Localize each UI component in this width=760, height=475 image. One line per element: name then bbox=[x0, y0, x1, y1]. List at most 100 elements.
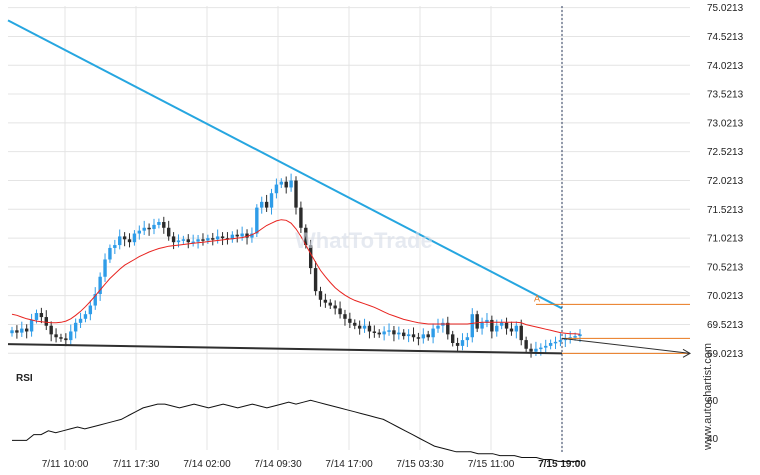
candle-body bbox=[147, 227, 151, 230]
candle-body bbox=[367, 325, 372, 332]
candle-body bbox=[313, 268, 318, 292]
candle-body bbox=[88, 305, 93, 315]
y-tick-label: 70.0213 bbox=[707, 291, 744, 302]
candle-body bbox=[372, 331, 377, 333]
candle-body bbox=[431, 328, 435, 338]
candle-body bbox=[39, 313, 44, 318]
candle-body bbox=[196, 239, 200, 242]
candle-body bbox=[289, 180, 293, 188]
candle-body bbox=[558, 340, 563, 342]
y-tick-label: 71.5213 bbox=[707, 205, 744, 216]
candle-body bbox=[93, 294, 97, 306]
candle-body bbox=[235, 234, 239, 237]
x-tick-label: 7/11 10:00 bbox=[42, 459, 89, 470]
candle-body bbox=[480, 322, 484, 329]
candle-body bbox=[548, 342, 553, 346]
candle-body bbox=[255, 207, 259, 234]
candle-body bbox=[240, 233, 244, 237]
candle-body bbox=[436, 325, 440, 329]
candle-body bbox=[137, 230, 142, 234]
candle-body bbox=[470, 314, 474, 338]
candle-body bbox=[10, 330, 14, 334]
candle-body bbox=[519, 325, 523, 341]
candle-body bbox=[250, 233, 254, 238]
candle-body bbox=[353, 322, 357, 326]
candle-body bbox=[49, 325, 53, 335]
candle-body bbox=[304, 227, 308, 246]
candle-body bbox=[83, 314, 88, 319]
y-tick-label: 70.5213 bbox=[707, 262, 744, 273]
candle-body bbox=[539, 347, 543, 350]
rsi-tick-label: 60 bbox=[707, 396, 719, 407]
candle-body bbox=[24, 328, 29, 332]
candle-body bbox=[20, 328, 24, 333]
candle-body bbox=[166, 227, 171, 237]
candle-body bbox=[475, 314, 479, 329]
candle-body bbox=[490, 319, 494, 332]
candle-body bbox=[524, 340, 528, 349]
y-tick-label: 72.0213 bbox=[707, 176, 744, 187]
resistance-trendline bbox=[7, 19, 563, 310]
candle-body bbox=[176, 240, 181, 243]
candle-body bbox=[426, 334, 430, 338]
rsi-panel bbox=[12, 399, 580, 462]
y-tick-label: 73.5213 bbox=[707, 90, 744, 101]
candle-body bbox=[264, 201, 269, 208]
candle-body bbox=[578, 334, 582, 337]
candle-body bbox=[328, 302, 332, 306]
y-tick-label: 74.0213 bbox=[707, 61, 744, 72]
candle-body bbox=[343, 314, 347, 319]
candle-body bbox=[230, 234, 235, 240]
candle-body bbox=[397, 332, 401, 335]
candle-body bbox=[34, 313, 39, 320]
candle-body bbox=[206, 238, 210, 241]
candle-body bbox=[127, 239, 132, 243]
candle-body bbox=[118, 236, 122, 246]
candle-body bbox=[499, 322, 504, 326]
x-axis: 7/11 10:00 7/11 17:30 7/14 02:00 7/14 09:30… bbox=[42, 459, 587, 470]
x-tick-label: 7/11 17:30 bbox=[113, 459, 160, 470]
candle-body bbox=[338, 308, 342, 315]
candle-body bbox=[245, 233, 249, 238]
candle-body bbox=[514, 325, 519, 332]
candle-body bbox=[411, 334, 416, 338]
moving-average-line bbox=[11, 219, 581, 335]
support-trendline bbox=[7, 343, 563, 355]
candle-body bbox=[299, 207, 303, 228]
candle-body bbox=[387, 330, 391, 332]
candle-body bbox=[402, 332, 406, 337]
candle-body bbox=[171, 236, 176, 243]
projection-line bbox=[561, 337, 691, 354]
rsi-label: RSI bbox=[16, 373, 33, 384]
candle-body bbox=[132, 233, 137, 243]
candle-body bbox=[69, 331, 73, 341]
y-tick-label: 72.5213 bbox=[707, 147, 744, 158]
x-tick-label: 7/14 09:30 bbox=[254, 459, 302, 470]
candle-body bbox=[215, 236, 220, 240]
x-tick-label: 7/14 02:00 bbox=[183, 459, 231, 470]
candle-body bbox=[485, 319, 489, 323]
candle-body bbox=[122, 236, 127, 240]
candle-body bbox=[113, 245, 117, 248]
candle-body bbox=[211, 238, 215, 240]
candle-body bbox=[416, 337, 421, 339]
x-tick-label: 7/15 03:30 bbox=[396, 459, 444, 470]
candle-body bbox=[308, 245, 313, 269]
rsi-line bbox=[12, 399, 580, 462]
candle-body bbox=[142, 227, 146, 231]
candle-body bbox=[186, 239, 190, 243]
candle-body bbox=[269, 193, 274, 208]
candle-body bbox=[534, 348, 538, 352]
candle-body bbox=[64, 338, 68, 341]
candle-body bbox=[78, 318, 83, 323]
candle-body bbox=[323, 299, 328, 303]
candle-body bbox=[162, 222, 166, 228]
candle-body bbox=[44, 317, 48, 326]
candle-body bbox=[392, 330, 396, 335]
candle-body bbox=[450, 334, 455, 343]
candle-body bbox=[59, 337, 63, 339]
candle-body bbox=[191, 241, 195, 244]
candle-body bbox=[108, 247, 112, 260]
y-tick-label: 69.5213 bbox=[707, 320, 744, 331]
